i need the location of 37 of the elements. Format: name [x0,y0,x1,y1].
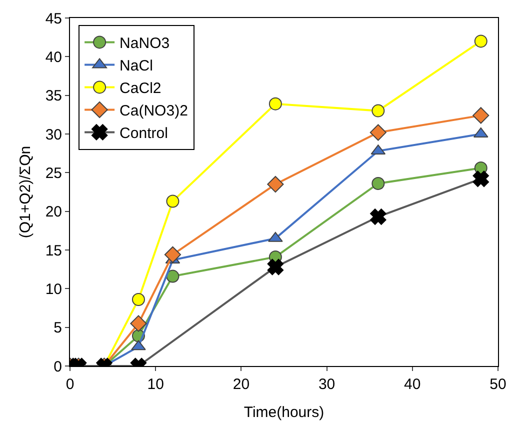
y-tick-label: 25 [45,164,62,182]
point [372,176,385,190]
y-tick-label: 10 [45,280,62,298]
legend-label: CaCl2 [120,80,162,98]
point [166,194,180,208]
point [267,176,284,193]
x-tick-label: 0 [66,376,74,393]
x-tick-label: 30 [318,376,336,393]
x-tick-label: 40 [404,376,421,393]
point [164,246,182,263]
y-tick-label: 5 [54,320,62,337]
y-tick-label: 30 [45,126,62,144]
y-tick-label: 40 [45,48,62,66]
y-tick-label: 45 [45,10,62,28]
point [132,292,145,306]
y-tick-label: 35 [45,88,62,105]
point [372,104,385,118]
y-tick-label: 20 [45,204,62,221]
y-tick-label: 15 [45,242,62,260]
point [130,315,147,332]
x-tick-label: 20 [232,376,250,393]
y-axis-title: (Q1+Q2)/ΣQn [17,146,34,238]
legend-label: Control [120,125,168,142]
x-tick-label: 50 [490,376,506,393]
y-tick-label: 0 [54,358,62,376]
x-axis-title: Time(hours) [244,404,324,421]
legend-label: NaCl [120,58,153,75]
point [166,270,180,283]
point [268,232,283,242]
point [472,107,490,124]
point [474,34,488,48]
legend-label: Ca(NO3)2 [120,102,188,120]
point [268,97,282,110]
legend-label: NaNO3 [120,35,170,52]
x-tick-label: 10 [147,376,164,393]
point [370,124,386,141]
point [131,340,146,350]
